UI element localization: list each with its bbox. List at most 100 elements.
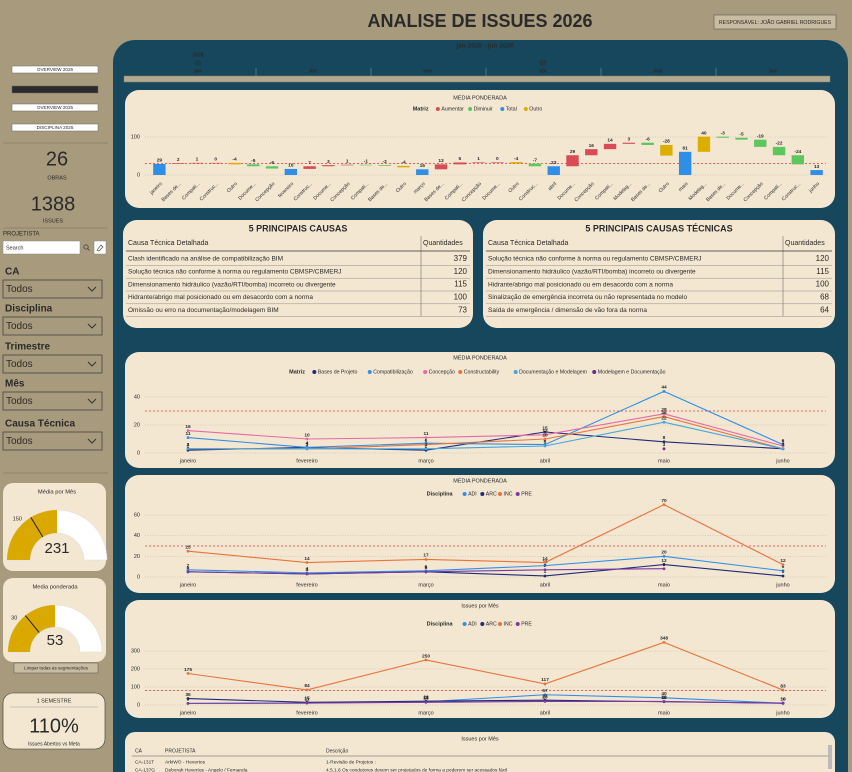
data-label: 4 [306, 441, 309, 447]
waterfall-bar [697, 136, 711, 152]
filter-dropdown[interactable] [2, 391, 103, 411]
data-label: 1 [477, 156, 480, 162]
waterfall-bar [303, 166, 316, 169]
point [662, 554, 666, 558]
chart-title: Issues por Mês [461, 603, 499, 609]
point [543, 444, 547, 448]
point [424, 570, 428, 574]
waterfall-bar [585, 149, 598, 156]
data-label: 12 [661, 558, 667, 564]
point [186, 436, 190, 439]
point [186, 701, 190, 705]
data-label: 40 [661, 691, 667, 697]
legend-swatch [523, 107, 528, 111]
y-tick-label: 0 [137, 574, 140, 580]
data-label: 16 [288, 163, 294, 169]
point [305, 561, 309, 564]
data-label: 7 [187, 563, 190, 569]
legend-label: Bases de Projeto [318, 369, 358, 375]
dropdown-chevron [87, 398, 97, 404]
gauge-fill [8, 605, 55, 652]
table-cell: 68 [820, 293, 829, 302]
series-line [187, 641, 784, 691]
data-label: 5 [458, 156, 461, 162]
data-label: 5 [544, 439, 547, 445]
nav-button[interactable] [11, 65, 99, 74]
timeline-bar[interactable] [123, 75, 831, 83]
x-tick-label: maio [658, 458, 670, 464]
data-label: 3 [782, 442, 785, 448]
filter-dropdown[interactable] [2, 431, 103, 451]
data-label: 25 [185, 544, 191, 550]
gauge-target [30, 517, 44, 538]
legend-swatch [515, 492, 520, 496]
table-header: Causa Técnica Detalhada [128, 240, 209, 247]
data-label: 6 [782, 564, 785, 570]
x-tick-label: maio [658, 582, 670, 588]
search-box[interactable] [2, 240, 81, 255]
responsavel: RESPONSÁVEL: JOÃO GABRIEL RODRIGUES [719, 19, 832, 26]
point [662, 640, 666, 644]
dropdown-chevron [87, 438, 97, 444]
point [781, 569, 785, 573]
chart-title: MÉDIA PONDERADA [453, 354, 507, 361]
x-tick-label: abril [540, 710, 550, 716]
table-title: 5 PRINCIPAIS CAUSAS [249, 223, 348, 233]
waterfall-bar [528, 163, 542, 167]
waterfall-bar [509, 162, 523, 164]
waterfall-bar [209, 162, 222, 164]
point [543, 700, 547, 703]
erase-icon [96, 244, 104, 252]
table-cell: Hidrante/abrigo mal posicionado ou em de… [488, 281, 673, 288]
data-label: -24 [794, 149, 801, 155]
timeline-month: fev [309, 68, 316, 74]
nav-button[interactable] [11, 103, 99, 112]
clear-button[interactable] [13, 662, 99, 674]
y-tick-label: 20 [134, 422, 140, 428]
nav-button[interactable] [11, 123, 99, 132]
filter-value: Todos [6, 359, 33, 370]
data-label: 5 [425, 565, 428, 571]
erase-button[interactable] [93, 240, 107, 255]
data-label: -4 [232, 157, 237, 163]
waterfall-bar [641, 142, 654, 145]
x-tick-label: junho [775, 458, 789, 464]
legend-swatch [462, 622, 467, 626]
data-label: 1 [782, 569, 785, 575]
data-label: 83 [780, 683, 786, 689]
responsavel-box [713, 14, 837, 30]
table-header: Quantidades [423, 240, 463, 247]
waterfall-bar [603, 143, 617, 150]
filter-value: Todos [6, 436, 33, 447]
data-label: -6 [270, 160, 275, 166]
kpi-label: OBRAS [47, 175, 67, 181]
data-label: 16 [185, 424, 191, 430]
kpi-value: 26 [46, 148, 68, 170]
data-label: 2 [177, 157, 180, 163]
gauge-fill [7, 510, 57, 560]
point [781, 574, 785, 578]
data-label: 2 [425, 443, 428, 449]
page-title: ANALISE DE ISSUES 2026 [367, 11, 592, 31]
nav-button-label: DISCIPLINA 2026 [37, 87, 74, 92]
nav-button[interactable] [11, 85, 99, 94]
table-cell: Sinalização de emergência incorreta ou n… [488, 294, 687, 301]
filter-dropdown[interactable] [2, 354, 103, 374]
point [543, 568, 547, 572]
card [483, 220, 835, 328]
data-label: 14 [542, 556, 548, 562]
table-cell: Clash identificado na análise de compati… [128, 256, 283, 263]
data-label: 4 [306, 441, 309, 447]
card [125, 600, 835, 718]
point [781, 688, 785, 692]
point [662, 700, 666, 703]
legend-swatch [515, 622, 520, 626]
waterfall-bar [171, 163, 185, 164]
data-label: 20 [661, 550, 667, 556]
legend-label: PRE [521, 491, 532, 497]
filter-dropdown[interactable] [2, 279, 103, 299]
table-cell: 100 [816, 280, 830, 289]
filter-dropdown[interactable] [2, 316, 103, 336]
table-cell: 64 [820, 305, 829, 314]
legend-label: INC [504, 621, 513, 627]
